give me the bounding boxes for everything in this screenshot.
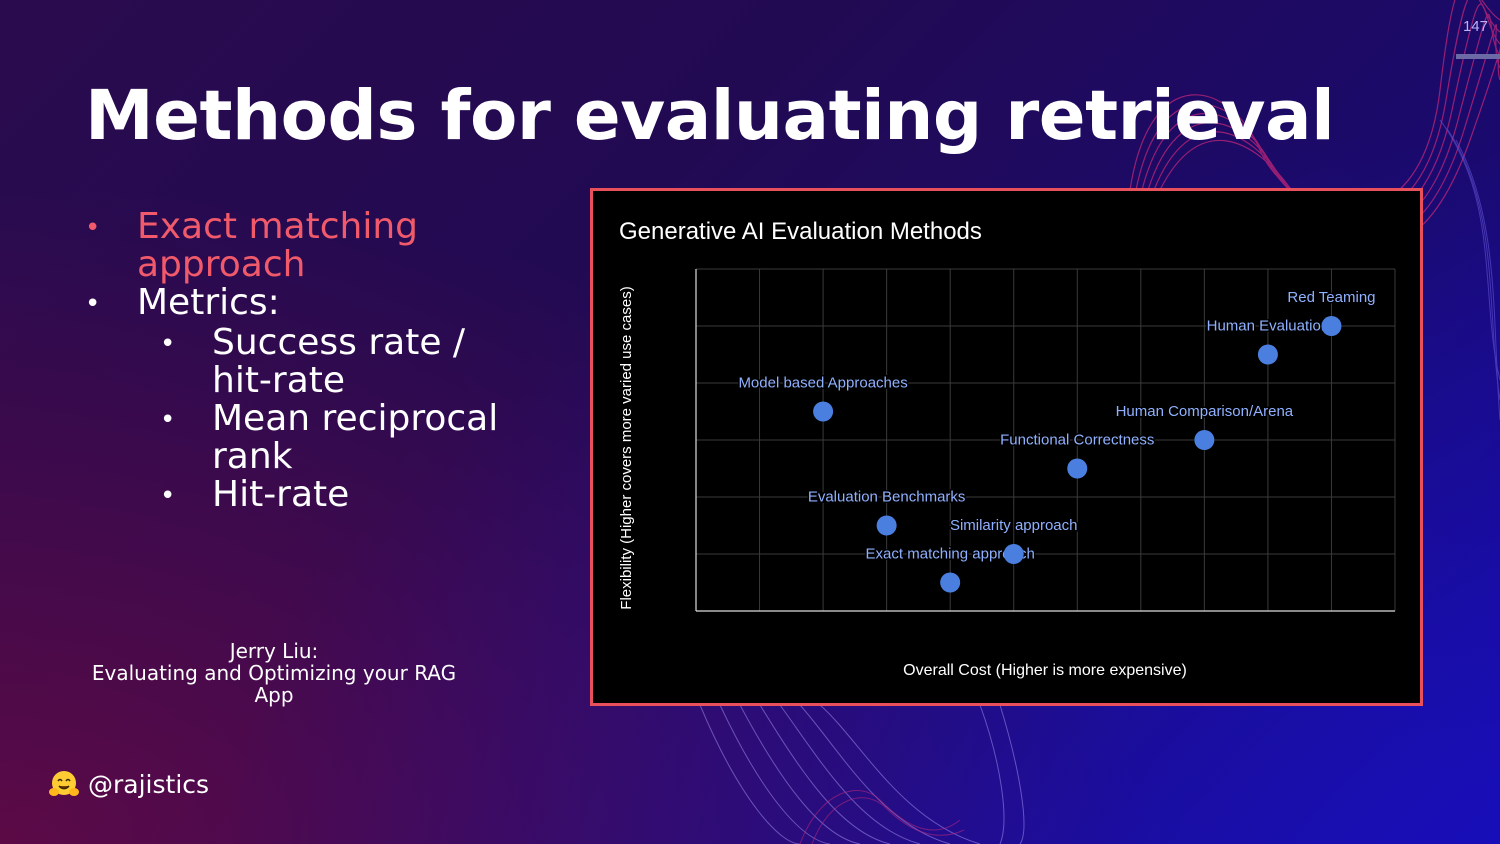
data-point-label: Model based Approaches [738, 375, 907, 392]
chart-points: Exact matching approach Similarity approa… [737, 288, 1377, 593]
data-point-label: Human Evaluation [1207, 318, 1330, 335]
x-axis-label: Overall Cost (Higher is more expensive) [903, 662, 1187, 679]
attribution-line: Jerry Liu: [229, 639, 319, 663]
sub-bullet-mrr: • Mean reciprocal rank [160, 400, 535, 476]
data-point-label: Exact matching approach [866, 546, 1035, 563]
hugging-face-emoji-icon [49, 771, 79, 796]
slide-number: 147 [1462, 18, 1488, 35]
bullet-text-line: hit-rate [212, 360, 346, 401]
data-point [813, 401, 834, 422]
bullet-dot: • [85, 213, 101, 243]
bullet-text-line: Success rate / [212, 322, 466, 363]
bullet-exact-matching: • Exact matching approach [85, 208, 535, 284]
sub-bullet-hit-rate: • Hit-rate [160, 476, 535, 516]
bullet-text-line: Mean reciprocal [212, 398, 499, 439]
data-point-label: Functional Correctness [1000, 432, 1154, 449]
data-point-label: Evaluation Benchmarks [808, 489, 966, 506]
scatter-chart: Generative AI Evaluation Methods Exact m… [618, 218, 1396, 679]
slide-number-bar [1456, 54, 1500, 59]
handle-text: @rajistics [88, 769, 210, 799]
data-point [1194, 430, 1215, 450]
data-point [1067, 458, 1088, 479]
bullet-list: • Exact matching approach • Metrics: • S… [85, 208, 535, 516]
bullet-metrics: • Metrics: [85, 284, 535, 324]
chart-frame: Generative AI Evaluation Methods Exact m… [590, 188, 1423, 706]
data-point [1003, 544, 1024, 564]
y-axis-label: Flexibility (Higher covers more varied u… [618, 286, 635, 609]
data-point-label: Red Teaming [1287, 289, 1375, 306]
data-point [1321, 316, 1342, 336]
bullet-dot: • [160, 405, 176, 435]
slide-title: Methods for evaluating retrieval [85, 76, 1335, 156]
social-handle: @rajistics [48, 768, 209, 800]
attribution: Jerry Liu: Evaluating and Optimizing you… [60, 640, 488, 706]
bullet-text-line: Exact matching [137, 206, 418, 247]
bullet-dot: • [85, 289, 101, 319]
attribution-line: Evaluating and Optimizing your RAG [91, 661, 457, 685]
data-point-label: Similarity approach [950, 517, 1078, 534]
chart-grid [695, 268, 1396, 612]
sub-bullet-success-rate: • Success rate / hit-rate [160, 324, 535, 400]
chart-title: Generative AI Evaluation Methods [619, 218, 982, 245]
data-point [940, 572, 961, 593]
bullet-text-line: Hit-rate [212, 474, 350, 515]
bullet-text-line: Metrics: [137, 282, 280, 323]
bullet-dot: • [160, 329, 176, 359]
bullet-dot: • [160, 481, 176, 511]
data-point [876, 515, 897, 536]
attribution-line: App [254, 683, 294, 707]
data-point-label: Human Comparison/Arena [1116, 403, 1294, 420]
data-point [1257, 344, 1278, 365]
bullet-text-line: rank [212, 436, 293, 477]
bullet-text-line: approach [137, 244, 306, 285]
